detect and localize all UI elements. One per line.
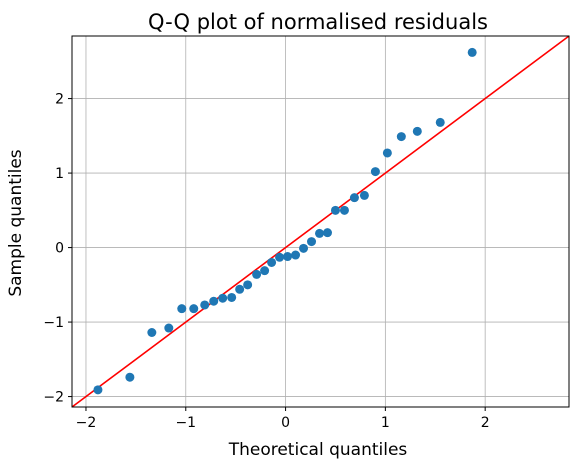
data-point	[189, 304, 199, 314]
data-point	[93, 385, 103, 395]
data-point	[315, 228, 325, 238]
data-point	[177, 304, 187, 314]
data-point	[125, 372, 135, 382]
data-point	[339, 205, 349, 215]
x-tick-label: −2	[76, 415, 97, 431]
x-axis-label: Theoretical quantiles	[228, 440, 408, 460]
data-point	[218, 293, 228, 303]
x-tick-label: 1	[381, 415, 390, 431]
data-point	[243, 280, 253, 290]
data-point	[164, 323, 174, 333]
data-point	[209, 296, 219, 306]
data-point	[382, 148, 392, 158]
data-point	[291, 250, 301, 260]
y-tick-label: 0	[55, 241, 64, 257]
data-point	[147, 328, 157, 338]
data-point	[467, 47, 477, 57]
data-point	[299, 243, 309, 253]
y-tick-label: −2	[43, 390, 64, 406]
x-tick-label: 2	[481, 415, 490, 431]
data-point	[252, 269, 262, 279]
data-point	[412, 126, 422, 136]
y-tick-label: −1	[43, 315, 64, 331]
x-tick-label: −1	[175, 415, 196, 431]
points-layer	[93, 47, 477, 395]
data-point	[227, 292, 237, 302]
data-point	[322, 228, 332, 238]
plot-area-frame	[71, 35, 570, 408]
data-point	[349, 193, 359, 203]
data-point	[370, 167, 380, 177]
chart-title: Q-Q plot of normalised residuals	[148, 10, 488, 34]
x-tick-label: 0	[281, 415, 290, 431]
data-point	[235, 284, 245, 294]
data-point	[267, 257, 277, 267]
data-point	[275, 252, 285, 262]
data-point	[307, 237, 317, 247]
y-tick-label: 1	[55, 166, 64, 182]
y-axis-label: Sample quantiles	[6, 149, 26, 296]
x-axis: −2 −1 0 1 2	[76, 407, 490, 431]
data-point	[283, 252, 293, 262]
data-point	[260, 266, 270, 276]
data-point	[200, 300, 210, 310]
reference-line-layer	[71, 35, 570, 408]
y-tick-label: 2	[55, 92, 64, 108]
data-point	[330, 205, 340, 215]
data-point	[359, 190, 369, 200]
data-point	[396, 132, 406, 142]
y-axis: −2 −1 0 1 2	[43, 92, 72, 406]
data-point	[435, 117, 445, 127]
reference-line	[71, 35, 570, 408]
